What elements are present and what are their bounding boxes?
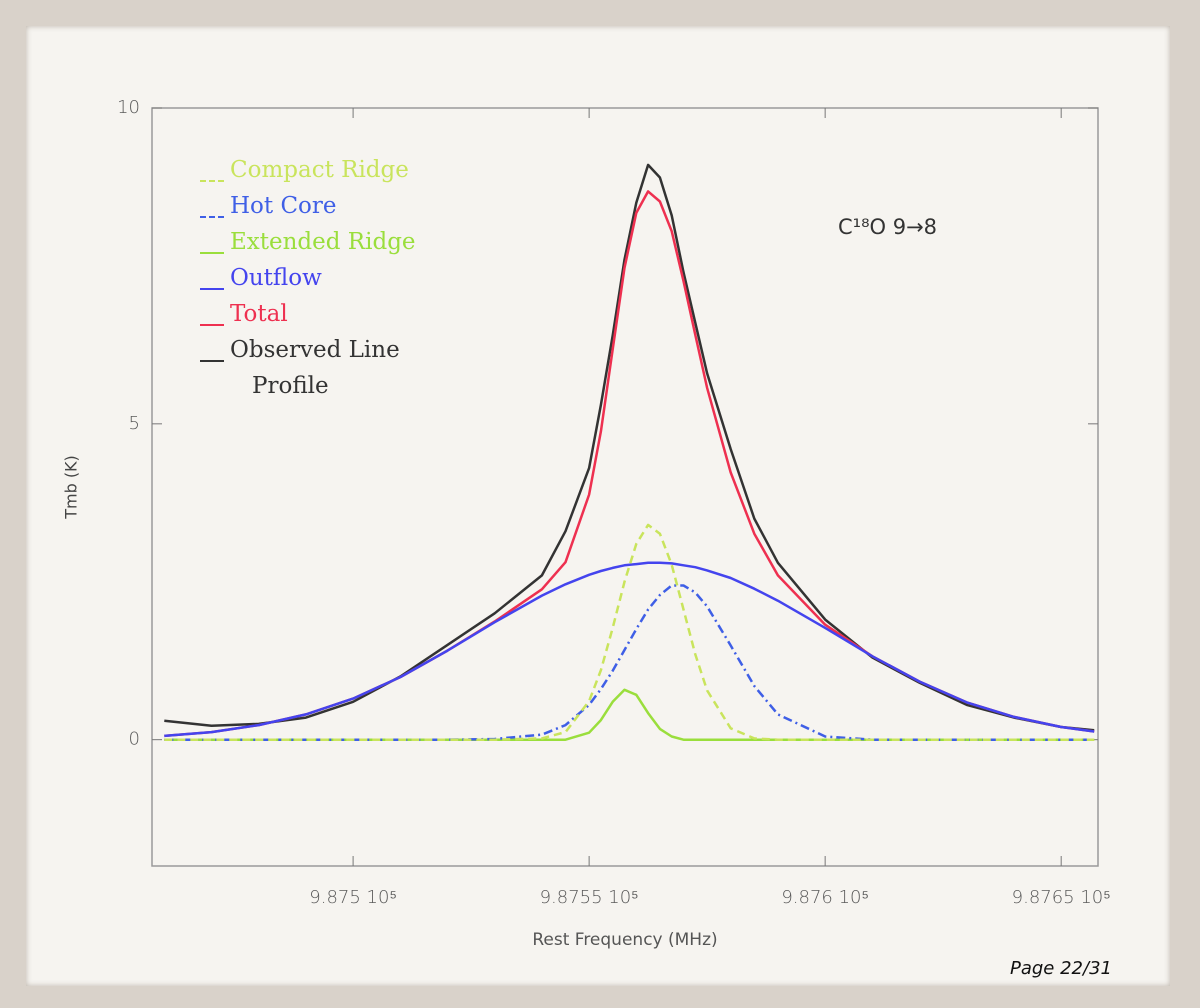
legend-entry: Observed Line Profile — [200, 332, 442, 404]
legend-label: Total — [230, 301, 288, 327]
legend-label: Compact Ridge — [230, 157, 409, 183]
series-line — [164, 584, 1095, 741]
x-tick-label: 9.8765 10⁵ — [1012, 887, 1111, 908]
legend-label: Outflow — [230, 265, 322, 291]
legend-swatch — [200, 216, 224, 218]
legend-entry: Hot Core — [200, 188, 442, 224]
legend-entry: Compact Ridge — [200, 152, 442, 188]
y-axis-label: Tmb (K) — [62, 455, 81, 520]
legend-label: Observed Line Profile — [230, 337, 400, 399]
x-axis-label: Rest Frequency (MHz) — [532, 930, 717, 950]
series-line — [164, 523, 1095, 741]
slide-panel — [26, 26, 1170, 986]
legend-swatch — [200, 252, 224, 254]
legend-entry: Extended Ridge — [200, 224, 442, 260]
x-tick-label: 9.8755 10⁵ — [540, 887, 639, 908]
legend-label: Extended Ridge — [230, 229, 416, 255]
page-number: Page 22/31 — [1010, 958, 1112, 979]
x-tick-label: 9.876 10⁵ — [781, 887, 869, 908]
legend-label: Hot Core — [230, 193, 337, 219]
legend-swatch — [200, 324, 224, 326]
plot-frame — [151, 107, 1099, 867]
annotation: C¹⁸O 9→8 — [838, 215, 937, 239]
legend-swatch — [200, 288, 224, 290]
legend-swatch — [200, 180, 224, 182]
y-tick-label: 10 — [117, 97, 140, 118]
legend-entry: Outflow — [200, 260, 442, 296]
legend: Compact Ridge Hot Core Extended Ridge Outfl… — [200, 152, 442, 404]
legend-swatch — [200, 360, 224, 362]
legend-entry: Total — [200, 296, 442, 332]
series-line — [164, 561, 1095, 738]
x-tick-label: 9.875 10⁵ — [309, 887, 397, 908]
y-tick-label: 0 — [129, 729, 140, 750]
y-tick-label: 5 — [129, 413, 140, 434]
